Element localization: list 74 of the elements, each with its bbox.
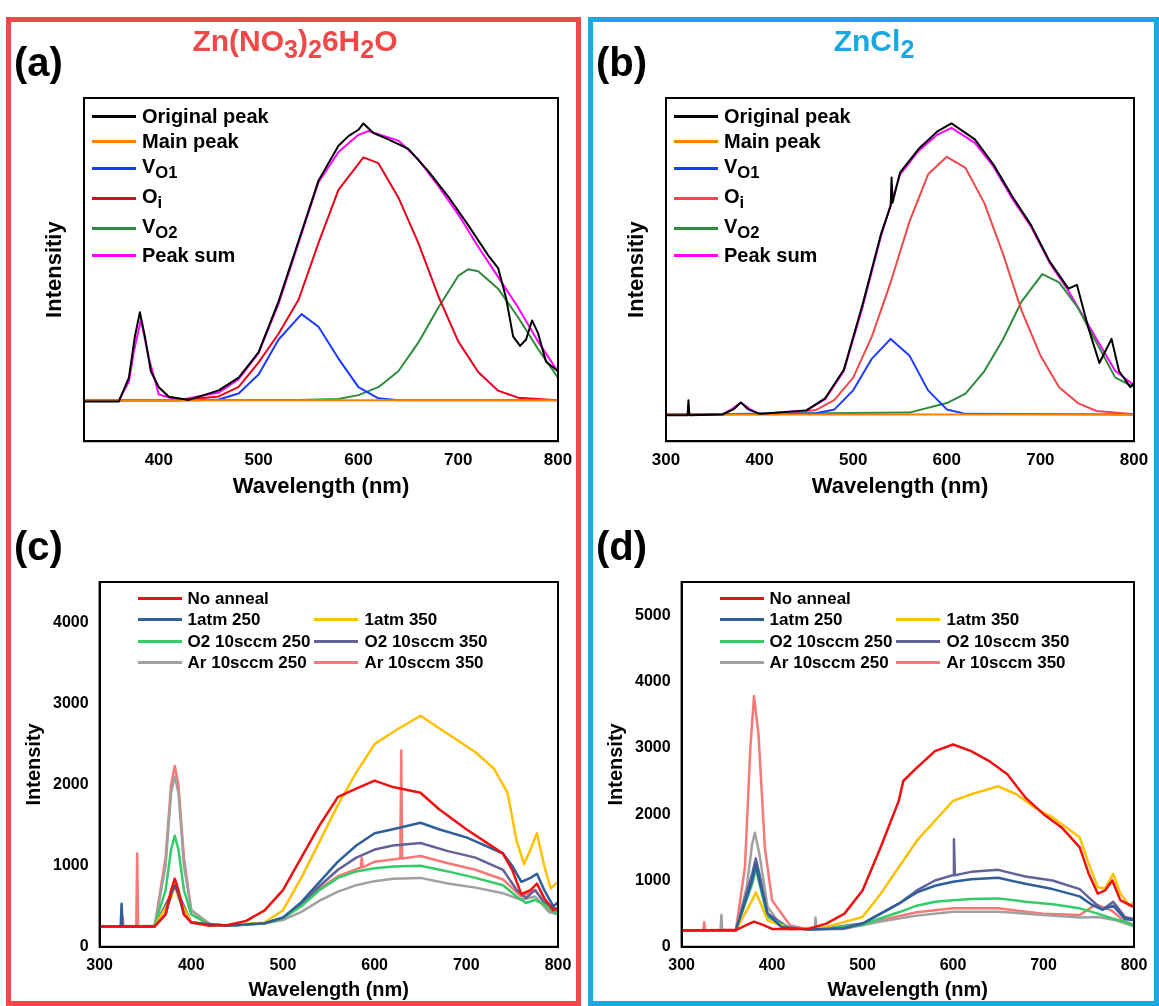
y-tick-label: 1000 [635,870,671,888]
x-tick-label: 500 [269,955,297,973]
x-tick-label: 700 [452,955,480,973]
x-tick-label: 500 [839,450,868,470]
legend-label: Ar 10sccm 250 [187,651,307,673]
y-tick-label: 5000 [635,605,671,623]
x-tick-label: 800 [544,955,572,973]
x-tick-label: 400 [144,450,174,470]
legend-label: No anneal [769,588,851,610]
legend-label: Ar 10sccm 350 [364,651,484,673]
y-tick-label: 3000 [635,738,671,756]
x-tick-label: 700 [444,450,473,470]
x-tick-label: 600 [344,450,373,470]
x-axis-title: Wavelength (nm) [248,977,409,1000]
x-tick-label: 700 [1030,955,1057,973]
x-tick-label: 800 [1119,450,1149,470]
text: (c) [14,524,63,569]
legend-label: O2 10sccm 350 [946,630,1070,652]
legend-label: Ar 10sccm 250 [769,651,889,673]
x-axis-title: Wavelength (nm) [827,977,988,1000]
x-tick-label: 400 [758,955,786,973]
legend-label: O2 10sccm 350 [364,630,488,652]
legend-label: O2 10sccm 250 [769,630,893,652]
x-tick-label: 500 [244,450,273,470]
chart-title: Zn(NO$_{3}$)$_{2}$6H$_{2}$O [192,24,398,63]
x-tick-label: 700 [1026,450,1055,470]
x-tick-label: 600 [932,450,961,470]
x-tick-label: 500 [849,955,876,973]
y-tick-label: 2000 [635,804,671,822]
legend-label: Original peak [142,104,269,129]
y-tick-label: 0 [661,937,671,955]
legend-label: Main peak [724,129,821,154]
x-tick-label: 400 [177,955,205,973]
legend-label: O2 10sccm 250 [187,630,311,652]
y-tick-label: 0 [79,937,89,955]
legend-label: Main peak [142,129,239,154]
legend-label: 1atm 250 [187,609,261,631]
legend-label: Ar 10sccm 350 [946,651,1066,673]
x-tick-label: 300 [668,955,696,973]
y-axis-title: Intensitiy [41,220,67,318]
legend-label: 1atm 250 [769,609,843,631]
legend-label: 1atm 350 [364,609,438,631]
y-tick-label: 3000 [53,694,89,712]
legend-label: O$_{i}$ [142,183,163,214]
legend-label: V$_{O2}$ [724,213,760,244]
x-tick-label: 300 [86,955,114,973]
legend-label: V$_{O1}$ [142,154,178,184]
x-tick-label: 600 [361,955,389,973]
legend-label: Original peak [724,104,851,129]
legend-label: O$_{i}$ [724,183,745,214]
x-axis-title: Wavelength (nm) [811,472,989,498]
y-tick-label: 1000 [53,856,89,874]
x-tick-label: 800 [1120,955,1148,973]
legend-label: Peak sum [142,243,236,269]
legend-label: V$_{O1}$ [724,154,760,184]
text: (b) [596,40,648,85]
y-tick-label: 4000 [53,612,89,630]
y-axis-title: Intensity [21,722,44,806]
x-tick-label: 400 [745,450,774,470]
chart-title: ZnCl$_{2}$ [833,24,915,63]
x-tick-label: 300 [651,450,681,470]
x-tick-label: 600 [939,955,967,973]
text: (d) [596,524,648,569]
y-axis-title: Intensitiy [623,220,649,318]
legend-label: Peak sum [724,243,818,269]
text: (a) [14,40,63,85]
legend-label: No anneal [187,588,269,610]
y-axis-title: Intensity [603,722,626,806]
legend-label: 1atm 350 [946,609,1020,631]
x-axis-title: Wavelength (nm) [232,472,410,498]
y-tick-label: 2000 [53,775,89,793]
legend-label: V$_{O2}$ [142,213,178,244]
y-tick-label: 4000 [635,671,671,689]
x-tick-label: 800 [543,450,573,470]
